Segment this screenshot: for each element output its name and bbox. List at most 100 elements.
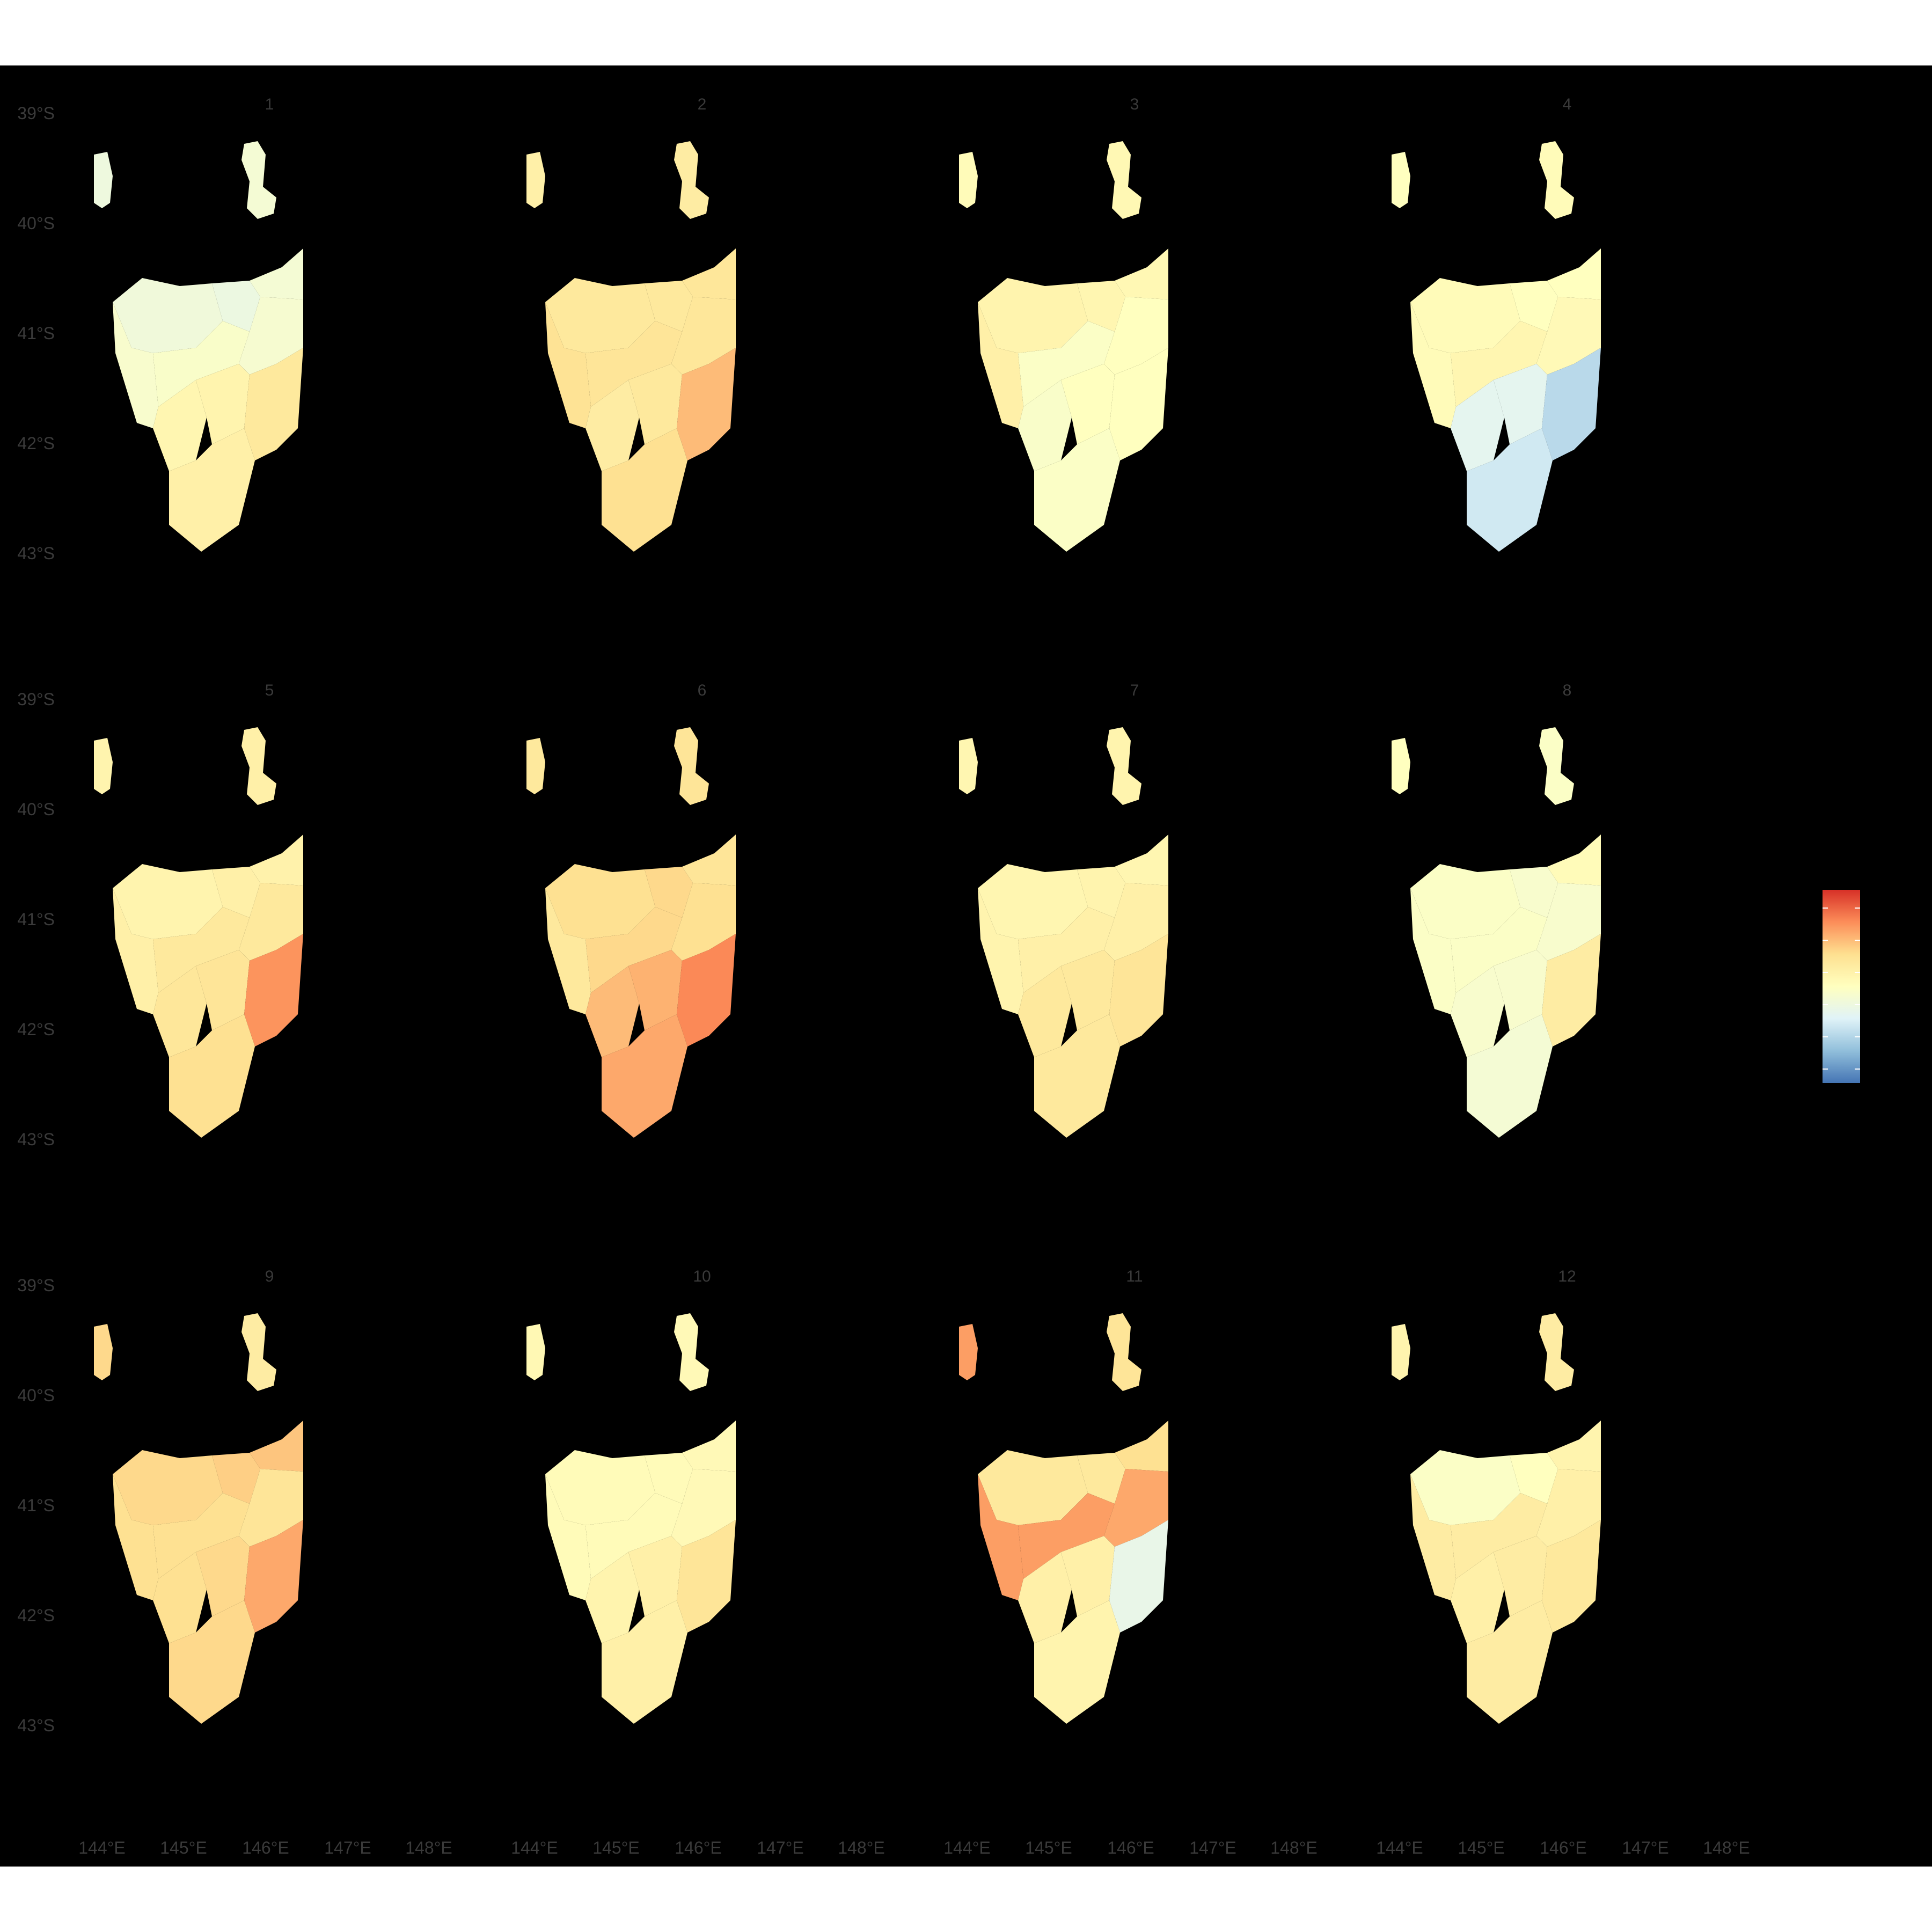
region	[1451, 1493, 1547, 1579]
faceted-map-grid: 1 2 3 45 6 7 89 10 11 1239°S40°S41°S42°S43°S39°S4…	[17, 96, 1860, 1857]
region	[169, 1600, 255, 1724]
region	[1542, 348, 1601, 460]
region	[239, 883, 303, 961]
region	[545, 864, 655, 939]
region	[645, 281, 693, 332]
region	[1451, 380, 1504, 471]
region	[586, 321, 682, 407]
region	[959, 738, 978, 794]
region	[671, 883, 736, 961]
region	[1018, 1493, 1115, 1579]
region	[645, 1453, 693, 1504]
region	[1034, 1014, 1120, 1138]
region	[1451, 907, 1547, 993]
region	[1109, 934, 1168, 1046]
region	[1410, 302, 1456, 428]
region	[250, 1421, 303, 1472]
region	[978, 302, 1023, 428]
panel-title: 7	[1130, 682, 1139, 699]
y-tick-label: 41°S	[17, 910, 55, 929]
region	[959, 1324, 978, 1380]
region	[153, 321, 250, 407]
region	[1536, 883, 1601, 961]
region	[586, 1493, 682, 1579]
region	[1451, 321, 1547, 407]
region	[1061, 364, 1115, 444]
region	[1536, 1469, 1601, 1547]
region	[1410, 1450, 1520, 1525]
x-tick-label: 148°E	[1270, 1838, 1318, 1857]
region	[674, 727, 709, 805]
region	[1542, 1520, 1601, 1633]
region	[153, 380, 207, 471]
region	[526, 152, 545, 208]
region	[1061, 1536, 1115, 1616]
region	[959, 152, 978, 208]
region	[545, 888, 591, 1014]
map-panel-4: 4	[1392, 96, 1601, 552]
x-tick-label: 145°E	[1025, 1838, 1072, 1857]
x-tick-label: 147°E	[1622, 1838, 1669, 1857]
map-panel-8: 8	[1392, 682, 1601, 1138]
region	[978, 1450, 1088, 1525]
region	[545, 302, 591, 428]
map-panel-1: 1	[94, 96, 303, 552]
region	[628, 950, 682, 1030]
colour-legend	[1823, 890, 1860, 1083]
map-panel-10: 10	[526, 1268, 736, 1724]
panel-title: 10	[693, 1268, 711, 1285]
region	[1018, 966, 1072, 1057]
region	[671, 1469, 736, 1547]
region	[1451, 966, 1504, 1057]
region	[94, 1324, 113, 1380]
region	[586, 380, 639, 471]
region	[1547, 835, 1601, 885]
region	[526, 1324, 545, 1380]
region	[212, 281, 260, 332]
panel-title: 6	[698, 682, 707, 699]
panel-title: 3	[1130, 96, 1139, 113]
panel-title: 8	[1563, 682, 1572, 699]
region	[241, 1313, 276, 1391]
x-tick-label: 148°E	[1703, 1838, 1750, 1857]
region	[153, 966, 207, 1057]
region	[1115, 1421, 1168, 1472]
region	[586, 1552, 639, 1643]
y-tick-label: 42°S	[17, 434, 55, 453]
region	[1018, 380, 1072, 471]
x-tick-label: 148°E	[405, 1838, 452, 1857]
region	[1494, 950, 1547, 1030]
region	[1107, 1313, 1141, 1391]
region	[153, 1493, 250, 1579]
y-tick-label: 40°S	[17, 1386, 55, 1405]
region	[113, 1450, 223, 1525]
map-panel-2: 2	[526, 96, 736, 552]
region	[586, 907, 682, 993]
plot-area: 1 2 3 4 5 6 7 8 9 10 11 12 39°S 40°S 41°S 42°S 43°S 39°S 4…	[0, 65, 1932, 1867]
region	[113, 302, 158, 428]
y-tick-label: 40°S	[17, 214, 55, 233]
map-panel-3: 3	[959, 96, 1168, 552]
y-tick-label: 42°S	[17, 1606, 55, 1625]
map-panel-9: 9	[94, 1268, 303, 1724]
x-tick-label: 145°E	[1458, 1838, 1505, 1857]
x-tick-label: 144°E	[511, 1838, 558, 1857]
x-tick-label: 147°E	[757, 1838, 804, 1857]
y-tick-label: 41°S	[17, 324, 55, 343]
region	[196, 1536, 250, 1616]
region	[212, 1453, 260, 1504]
region	[1018, 907, 1115, 993]
region	[1107, 727, 1141, 805]
region	[1392, 738, 1410, 794]
map-panel-12: 12	[1392, 1268, 1601, 1724]
region	[1410, 278, 1520, 353]
region	[545, 1450, 655, 1525]
x-tick-label: 146°E	[1540, 1838, 1587, 1857]
y-tick-label: 39°S	[17, 690, 55, 709]
y-tick-label: 42°S	[17, 1020, 55, 1039]
region	[682, 1421, 736, 1472]
region	[1115, 248, 1168, 299]
x-tick-label: 144°E	[943, 1838, 991, 1857]
y-tick-label: 43°S	[17, 544, 55, 563]
region	[1467, 1014, 1553, 1138]
